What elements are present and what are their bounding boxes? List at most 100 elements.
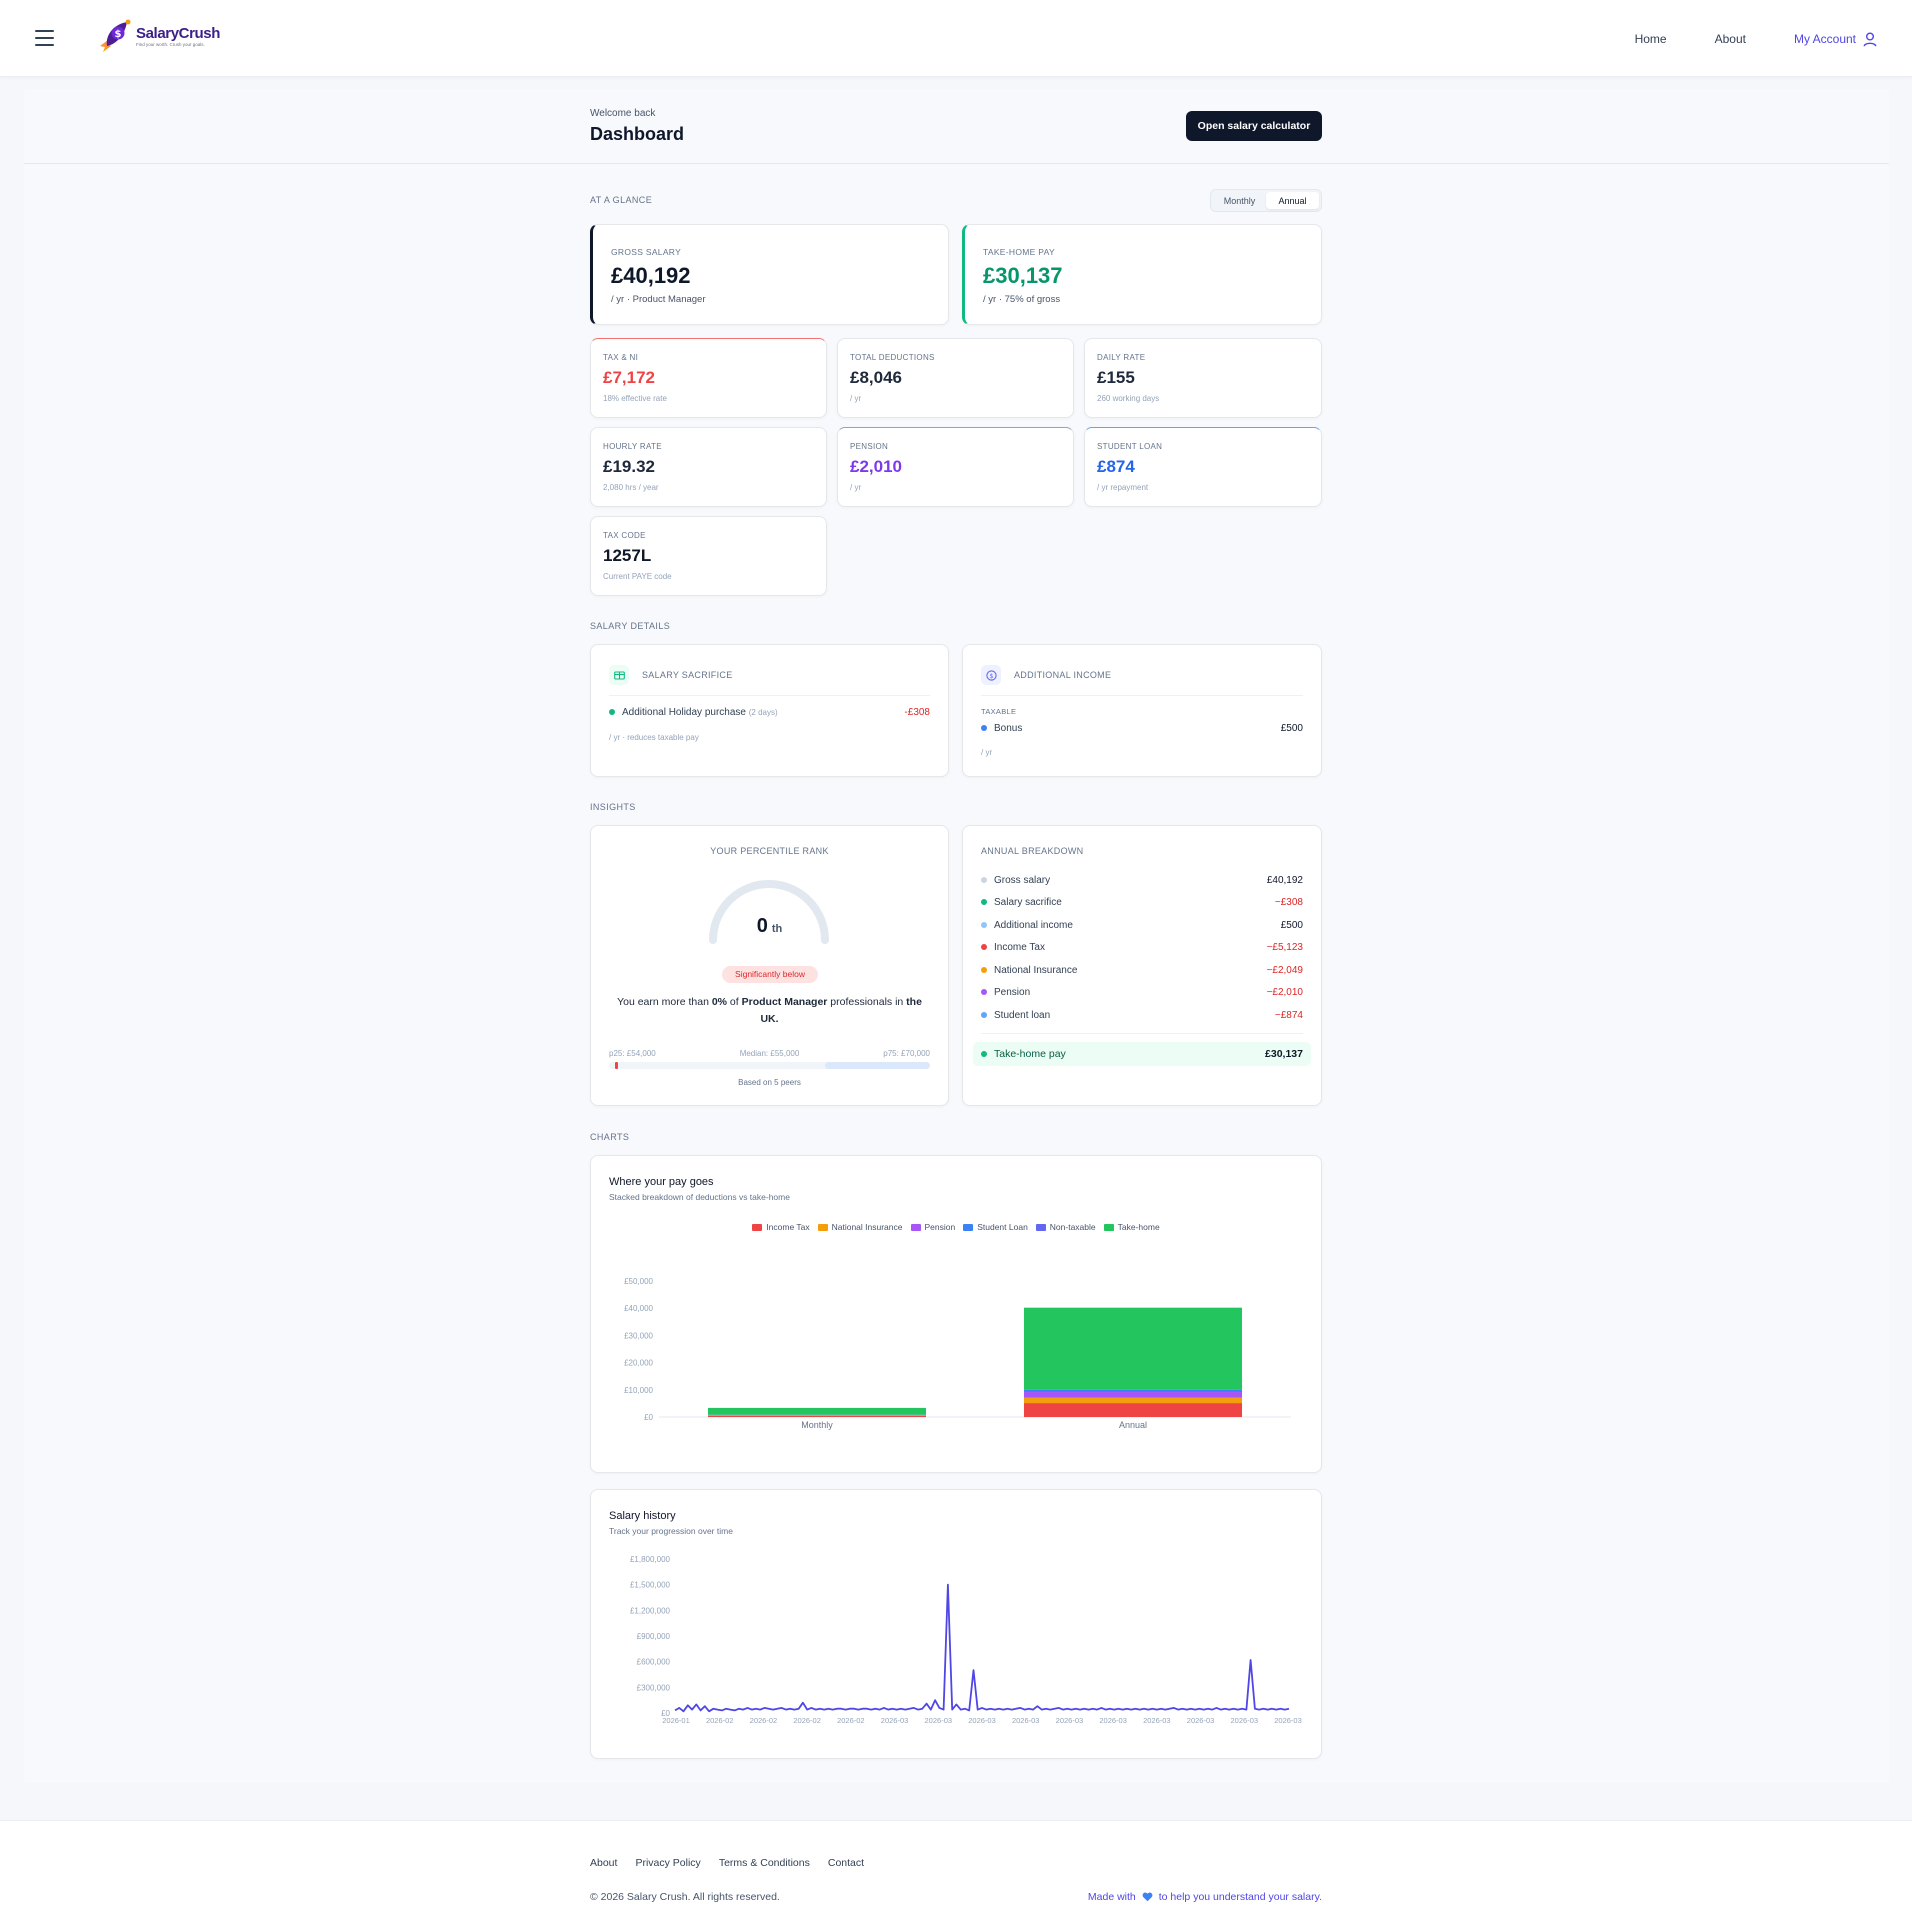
breakdown-row: Gross salary £40,192 <box>981 872 1303 888</box>
page-title: Dashboard <box>590 124 685 144</box>
panel-divider <box>609 695 930 696</box>
legend-item[interactable]: Student Loan <box>963 1222 1028 1232</box>
breakdown-amount: −£5,123 <box>1266 942 1303 953</box>
percentile-marker <box>615 1062 618 1069</box>
panel-divider <box>981 695 1303 696</box>
header-divider <box>24 163 1889 164</box>
x-tick-label: 2026-03 <box>1012 1716 1040 1725</box>
legend-item[interactable]: Income Tax <box>752 1222 810 1232</box>
monthly-toggle-button[interactable]: Monthly <box>1213 192 1266 209</box>
percentile-sentence: You earn more than 0% of Product Manager… <box>617 996 922 1025</box>
tax-code-label: TAX CODE <box>603 531 646 540</box>
annual-breakdown-panel: ANNUAL BREAKDOWN Gross salary £40,192 Sala… <box>962 825 1322 1106</box>
breakdown-label: Additional income <box>994 919 1073 931</box>
total-deductions-card: TOTAL DEDUCTIONS £8,046 / yr <box>837 338 1074 418</box>
legend-item[interactable]: Non-taxable <box>1035 1222 1096 1232</box>
footer-contact-link[interactable]: Contact <box>827 1857 865 1869</box>
x-tick-label: 2026-03 <box>1099 1716 1127 1725</box>
brand-name: SalaryCrush <box>136 25 220 43</box>
peer-count: Based on 5 peers <box>738 1078 801 1087</box>
legend-item[interactable]: Pension <box>910 1222 955 1232</box>
x-tick-label: 2026-02 <box>837 1716 865 1725</box>
pay-chart-legend: Income Tax National Insurance Pension Stude… <box>591 1222 1321 1232</box>
take-home-card: TAKE-HOME PAY £30,137 / yr · 75% of gros… <box>962 224 1322 325</box>
y-tick-label: £1,500,000 <box>630 1581 671 1590</box>
legend-item[interactable]: Take-home <box>1103 1222 1160 1232</box>
breakdown-label: Pension <box>994 987 1031 998</box>
y-tick-label: £10,000 <box>624 1386 653 1395</box>
pay-chart-card: Where your pay goes Stacked breakdown of… <box>590 1155 1322 1473</box>
menu-icon[interactable] <box>35 30 54 46</box>
legend-swatch <box>1103 1223 1114 1231</box>
annual-toggle-button[interactable]: Annual <box>1266 192 1319 209</box>
y-tick-label: £300,000 <box>637 1683 671 1692</box>
pay-chart-subtitle: Stacked breakdown of deductions vs take-… <box>609 1192 790 1202</box>
breakdown-row: Salary sacrifice −£308 <box>981 895 1303 911</box>
brand-logo[interactable]: $ SalaryCrush Find your worth. Crush you… <box>97 18 220 56</box>
bar-segment <box>1023 1397 1243 1404</box>
tax-ni-sub: 18% effective rate <box>603 394 667 403</box>
daily-rate-value: £155 <box>1097 368 1135 387</box>
rocket-logo-icon: $ <box>97 18 133 56</box>
bar-segment <box>1023 1392 1243 1398</box>
legend-item[interactable]: National Insurance <box>817 1222 903 1232</box>
x-tick-label: 2026-03 <box>1187 1716 1215 1725</box>
bar-segment <box>707 1407 927 1415</box>
gross-salary-sub: / yr · Product Manager <box>611 294 706 305</box>
period-toggle: Monthly Annual <box>1210 189 1322 212</box>
breakdown-row: Student loan −£874 <box>981 1007 1303 1023</box>
svg-text:$: $ <box>989 672 993 680</box>
open-calculator-button[interactable]: Open salary calculator <box>1186 111 1322 141</box>
student-loan-sub: / yr repayment <box>1097 483 1149 492</box>
hourly-rate-card: HOURLY RATE £19.32 2,080 hrs / year <box>590 427 827 507</box>
total-deductions-value: £8,046 <box>850 368 902 387</box>
history-chart: £0 £300,000 £600,000 £900,000 £1,200,000 £1,5… <box>630 1555 1302 1725</box>
pension-sub: / yr <box>850 483 862 492</box>
gross-salary-value: £40,192 <box>611 263 691 288</box>
x-tick-label: Monthly <box>801 1420 833 1430</box>
legend-swatch <box>817 1223 828 1231</box>
bar-segment <box>1023 1389 1243 1393</box>
breakdown-label: Salary sacrifice <box>994 897 1062 908</box>
nav-account-link[interactable]: My Account <box>1794 32 1877 47</box>
footer-privacy-link[interactable]: Privacy Policy <box>635 1857 701 1869</box>
pension-value: £2,010 <box>850 457 902 476</box>
bonus-dot <box>981 725 987 732</box>
breakdown-dot <box>981 899 987 906</box>
breakdown-row: Income Tax −£5,123 <box>981 940 1303 956</box>
history-chart-subtitle: Track your progression over time <box>609 1526 733 1536</box>
percentile-range <box>825 1062 930 1069</box>
p25-label: p25: £54,000 <box>609 1049 656 1058</box>
breakdown-label: Student loan <box>994 1009 1051 1021</box>
x-tick-label: 2026-02 <box>706 1716 734 1725</box>
breakdown-label: National Insurance <box>994 964 1078 976</box>
breakdown-row: National Insurance −£2,049 <box>981 962 1303 978</box>
sacrifice-footnote: / yr · reduces taxable pay <box>609 733 699 742</box>
nav-about-link[interactable]: About <box>1714 32 1746 46</box>
user-icon <box>1863 32 1877 47</box>
breakdown-dot <box>981 944 987 951</box>
gift-icon <box>609 665 629 685</box>
percentile-scale-labels: p25: £54,000 Median: £55,000 p75: £70,00… <box>609 1049 930 1058</box>
x-tick-label: 2026-01 <box>662 1716 690 1725</box>
bar-segment <box>1023 1403 1243 1417</box>
take-home-total-label: Take-home pay <box>994 1048 1066 1060</box>
legend-label: Income Tax <box>766 1222 810 1232</box>
made-with-note: Made with to help you understand your sa… <box>1087 1891 1322 1903</box>
heart-icon <box>1142 1892 1153 1902</box>
x-tick-label: 2026-03 <box>1056 1716 1084 1725</box>
percentile-bar <box>609 1062 930 1069</box>
footer-terms-link[interactable]: Terms & Conditions <box>718 1857 810 1869</box>
additional-item: Bonus £500 <box>981 723 1303 734</box>
take-home-dot <box>981 1051 987 1058</box>
nav-home-link[interactable]: Home <box>1634 32 1667 46</box>
sacrifice-item: Additional Holiday purchase (2 days) -£3… <box>609 707 930 718</box>
legend-label: Non-taxable <box>1049 1222 1096 1232</box>
footer-about-link[interactable]: About <box>590 1857 618 1869</box>
percentile-gauge <box>709 880 829 944</box>
additional-footnote: / yr <box>981 748 993 757</box>
breakdown-dot <box>981 966 987 973</box>
gross-salary-label: GROSS SALARY <box>611 247 682 257</box>
top-navigation: $ SalaryCrush Find your worth. Crush you… <box>0 0 1912 77</box>
y-tick-label: £900,000 <box>637 1632 671 1641</box>
